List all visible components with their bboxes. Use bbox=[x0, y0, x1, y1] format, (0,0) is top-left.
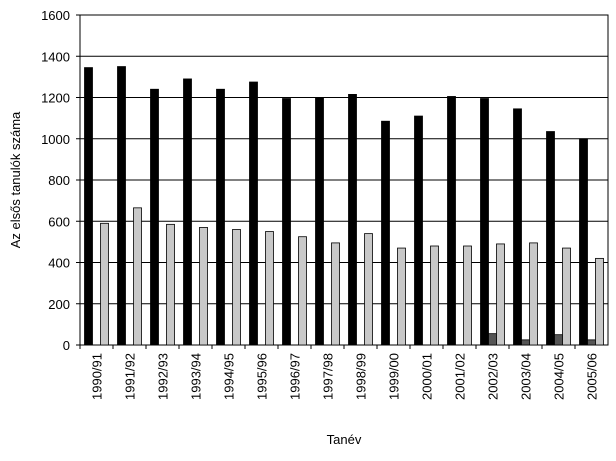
x-tick-label: 1997/98 bbox=[321, 353, 336, 400]
x-axis-title: Tanév bbox=[327, 432, 362, 447]
x-tick-label: 1994/95 bbox=[222, 353, 237, 400]
bar bbox=[414, 115, 423, 346]
bar bbox=[397, 247, 406, 346]
bar bbox=[216, 88, 225, 346]
y-tick-label: 1400 bbox=[41, 49, 70, 64]
bar bbox=[595, 257, 604, 346]
bar bbox=[546, 131, 555, 346]
bar bbox=[562, 247, 571, 346]
bar bbox=[488, 333, 497, 346]
x-tick-label: 2004/05 bbox=[552, 353, 567, 400]
x-tick-label: 1998/99 bbox=[354, 353, 369, 400]
x-tick-label: 1996/97 bbox=[288, 353, 303, 400]
x-tick-label: 2002/03 bbox=[486, 353, 501, 400]
x-tick-label: 1993/94 bbox=[189, 353, 204, 400]
bar bbox=[579, 138, 588, 346]
bar bbox=[84, 67, 93, 346]
bar bbox=[150, 88, 159, 346]
x-tick-label: 2000/01 bbox=[420, 353, 435, 400]
bar bbox=[364, 233, 373, 346]
bar bbox=[521, 339, 530, 346]
bar bbox=[117, 66, 126, 346]
bar bbox=[166, 223, 175, 346]
bar bbox=[480, 98, 489, 346]
x-tick-label: 2005/06 bbox=[585, 353, 600, 400]
bar bbox=[265, 231, 274, 346]
bar bbox=[447, 96, 456, 346]
y-tick-label: 400 bbox=[48, 256, 70, 271]
bar bbox=[463, 245, 472, 346]
y-tick-label: 1000 bbox=[41, 132, 70, 147]
x-tick-label: 1990/91 bbox=[90, 353, 105, 400]
bar bbox=[381, 120, 390, 346]
x-tick-label: 1991/92 bbox=[123, 353, 138, 400]
bar bbox=[100, 222, 109, 346]
bar bbox=[496, 243, 505, 346]
bar bbox=[430, 245, 439, 346]
bar bbox=[513, 108, 522, 346]
x-tick-label: 1999/00 bbox=[387, 353, 402, 400]
y-tick-label: 1200 bbox=[41, 91, 70, 106]
bar bbox=[232, 229, 241, 346]
bar bbox=[529, 242, 538, 346]
y-tick-label: 0 bbox=[63, 338, 70, 353]
bar bbox=[331, 242, 340, 346]
bar bbox=[282, 98, 291, 346]
bar bbox=[587, 339, 596, 346]
bar bbox=[183, 78, 192, 346]
bar bbox=[249, 81, 258, 346]
y-tick-label: 600 bbox=[48, 214, 70, 229]
y-tick-label: 800 bbox=[48, 173, 70, 188]
x-tick-label: 1992/93 bbox=[156, 353, 171, 400]
bar bbox=[298, 236, 307, 346]
x-tick-label: 2001/02 bbox=[453, 353, 468, 400]
y-axis-title: Az elsős tanulók száma bbox=[8, 111, 23, 248]
bar bbox=[348, 94, 357, 346]
bar bbox=[133, 207, 142, 346]
bar bbox=[315, 97, 324, 346]
x-tick-label: 2003/04 bbox=[519, 353, 534, 400]
y-tick-label: 200 bbox=[48, 297, 70, 312]
y-tick-label: 1600 bbox=[41, 8, 70, 23]
x-tick-label: 1995/96 bbox=[255, 353, 270, 400]
bar bbox=[199, 227, 208, 346]
bar bbox=[554, 334, 563, 346]
